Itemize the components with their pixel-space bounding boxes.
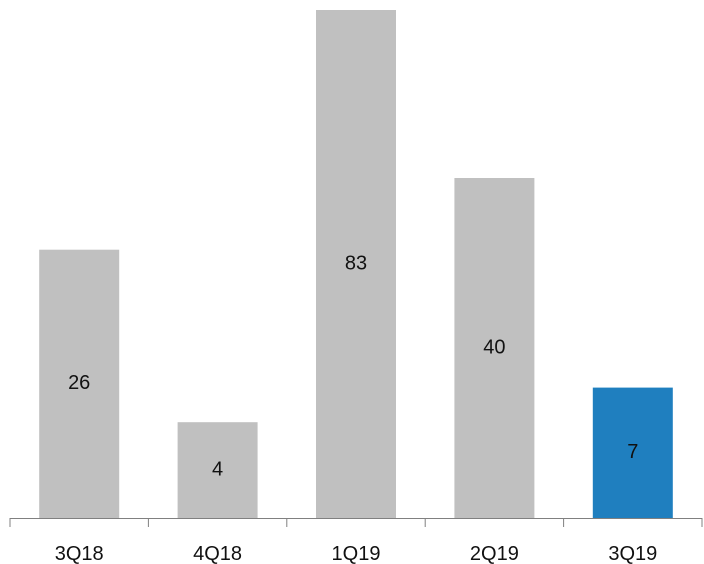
data-labels-layer: 26 4 83 40 7 [68,252,638,480]
x-tick-label-3q19: 3Q19 [608,543,657,564]
x-tick-label-2q19: 2Q19 [470,543,519,564]
bars-layer [39,10,673,518]
bar-3q18 [39,249,120,518]
x-tick-label-1q19: 1Q19 [332,543,381,564]
data-label-3q19: 7 [627,441,638,463]
x-tick-label-3q18: 3Q18 [55,543,104,564]
x-tick-label-4q18: 4Q18 [193,543,242,564]
bar-4q18 [177,422,258,518]
bar-3q19 [592,387,673,518]
x-axis: 3Q18 4Q18 1Q19 2Q19 3Q19 [9,518,703,564]
bar-2q19 [454,178,535,518]
bar-1q19 [316,10,396,518]
data-label-3q18: 26 [68,372,90,394]
data-label-1q19: 83 [345,252,367,274]
data-label-4q18: 4 [212,458,223,480]
data-label-2q19: 40 [483,336,505,358]
